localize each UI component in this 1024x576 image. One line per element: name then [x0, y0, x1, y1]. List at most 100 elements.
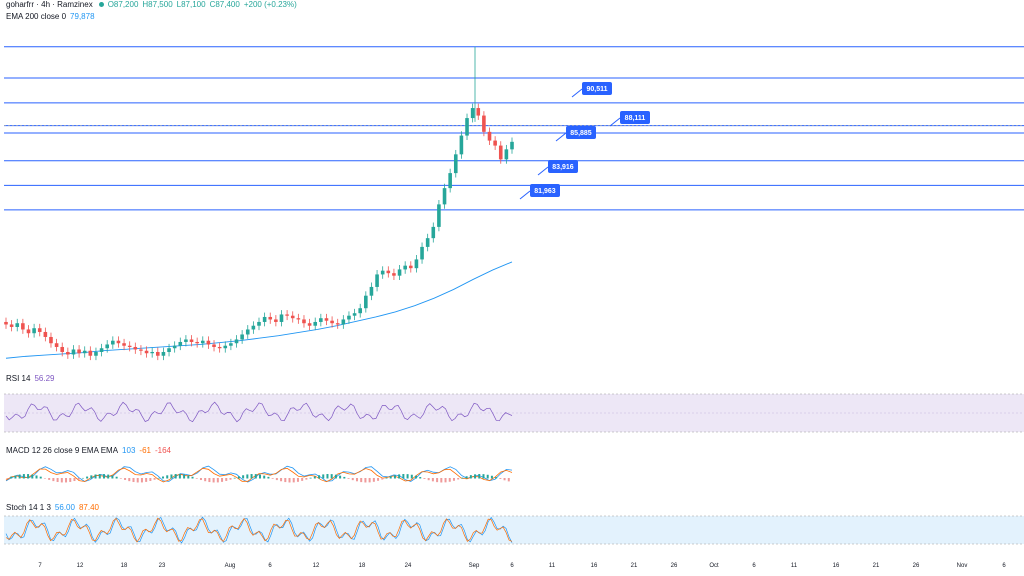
- macd-histogram-bar: [267, 476, 270, 479]
- stoch-legend[interactable]: Stoch 14 1 3 56.00 87.40: [6, 503, 103, 512]
- symbol-title[interactable]: goharfrr · 4h · Ramzinex: [6, 0, 93, 9]
- candle-body: [476, 108, 481, 116]
- macd-histogram-bar: [132, 478, 135, 483]
- macd-label: MACD 12 26 close 9 EMA EMA: [6, 446, 119, 455]
- macd-histogram-bar: [347, 478, 350, 479]
- x-axis-tick-label: 23: [159, 563, 166, 569]
- x-axis-tick-label: 16: [833, 563, 840, 569]
- macd-histogram-bar: [73, 478, 76, 482]
- candle-body: [122, 343, 126, 346]
- macd-histogram-bar: [212, 478, 215, 483]
- macd-histogram-bar: [225, 478, 228, 481]
- ema-legend[interactable]: EMA 200 close 0 79,878: [6, 12, 99, 21]
- macd-histogram-bar: [115, 476, 118, 479]
- macd-histogram-bar: [292, 478, 295, 483]
- candle-body: [279, 314, 284, 322]
- macd-histogram-bar: [199, 478, 202, 481]
- price-level-label: 88,111: [625, 115, 646, 122]
- candle-body: [392, 273, 396, 276]
- rsi-legend[interactable]: RSI 14 56.29: [6, 374, 59, 383]
- macd-histogram-bar: [90, 475, 93, 479]
- candle-body: [245, 329, 250, 335]
- candle-body: [403, 265, 407, 270]
- candle-body: [313, 321, 318, 326]
- candle-body: [71, 349, 76, 355]
- price-level-label: 81,963: [534, 188, 556, 195]
- macd-histogram-bar: [364, 478, 367, 483]
- macd-histogram-bar: [170, 474, 173, 479]
- macd-histogram-bar: [478, 474, 481, 479]
- x-axis-tick-label: 26: [671, 563, 678, 569]
- macd-histogram-bar: [237, 476, 240, 479]
- macd-histogram-bar: [322, 474, 325, 479]
- macd-histogram-bar: [330, 474, 333, 479]
- macd-histogram-bar: [372, 478, 375, 482]
- price-level-label: 90,511: [586, 86, 607, 93]
- x-axis-tick-label: 18: [359, 563, 366, 569]
- candle-body: [200, 340, 205, 344]
- candle-body: [352, 313, 357, 316]
- x-axis-tick-label: 7: [38, 563, 42, 569]
- ema-value: 79,878: [70, 12, 95, 21]
- macd-histogram-bar: [280, 478, 283, 482]
- macd-histogram-bar: [111, 475, 114, 479]
- macd-histogram-bar: [128, 478, 131, 482]
- macd-histogram-bar: [229, 478, 232, 480]
- macd-histogram-bar: [377, 478, 380, 481]
- macd-histogram-bar: [43, 478, 46, 479]
- macd-histogram-bar: [119, 478, 122, 479]
- tag-box: [548, 160, 578, 173]
- ema-line: [5, 261, 513, 359]
- macd-histogram-bar: [162, 476, 165, 479]
- tag-pointer: [537, 166, 549, 176]
- macd-histogram-bar: [27, 474, 30, 479]
- candle-body: [268, 316, 273, 320]
- macd-histogram-bar: [246, 474, 249, 479]
- macd-histogram-bar: [436, 478, 439, 483]
- macd-histogram-bar: [452, 478, 455, 481]
- macd-histogram-bar: [355, 478, 358, 482]
- macd-histogram-bar: [77, 478, 80, 480]
- candle-body: [420, 246, 424, 260]
- candle-body: [251, 325, 256, 330]
- x-axis-tick-label: 24: [405, 563, 412, 569]
- macd-legend[interactable]: MACD 12 26 close 9 EMA EMA 103 -61 -164: [6, 446, 175, 455]
- candle-body: [15, 323, 20, 327]
- candle-body: [358, 308, 362, 314]
- stoch-band: [4, 516, 1024, 544]
- rsi-value: 56.29: [34, 374, 55, 383]
- macd-histogram-bar: [31, 474, 34, 479]
- candle-body: [99, 348, 104, 352]
- macd-histogram-bar: [263, 475, 266, 479]
- x-axis-tick-label: 6: [752, 563, 756, 569]
- macd-histogram-bar: [410, 474, 413, 479]
- candle-body: [448, 173, 452, 189]
- candle-body: [156, 351, 160, 356]
- macd-histogram-bar: [221, 478, 224, 482]
- candle-body: [302, 319, 306, 324]
- macd-histogram-bar: [233, 477, 236, 479]
- candle-body: [442, 188, 447, 205]
- x-axis-tick-label: 16: [591, 563, 598, 569]
- macd-histogram-bar: [250, 474, 253, 479]
- macd-histogram-bar: [107, 474, 110, 479]
- macd-histogram-bar: [153, 478, 156, 480]
- macd-histogram-bar: [507, 478, 510, 482]
- candles: [4, 103, 514, 361]
- candle-body: [335, 323, 340, 325]
- price-level-tag: 85,885: [555, 126, 596, 142]
- candle-body: [375, 274, 379, 287]
- macd-value-1: 103: [122, 446, 136, 455]
- macd-histogram-bar: [35, 475, 38, 479]
- macd-histogram-bar: [86, 476, 89, 479]
- macd-histogram-bar: [208, 478, 211, 483]
- macd-histogram-bar: [368, 478, 371, 483]
- tag-box: [582, 82, 612, 95]
- x-axis-tick-label: Oct: [709, 563, 719, 569]
- macd-histogram-bar: [52, 478, 55, 482]
- candle-body: [111, 340, 115, 345]
- macd-histogram-bar: [301, 478, 304, 481]
- tag-pointer: [519, 190, 531, 200]
- x-axis-tick-label: 12: [77, 563, 84, 569]
